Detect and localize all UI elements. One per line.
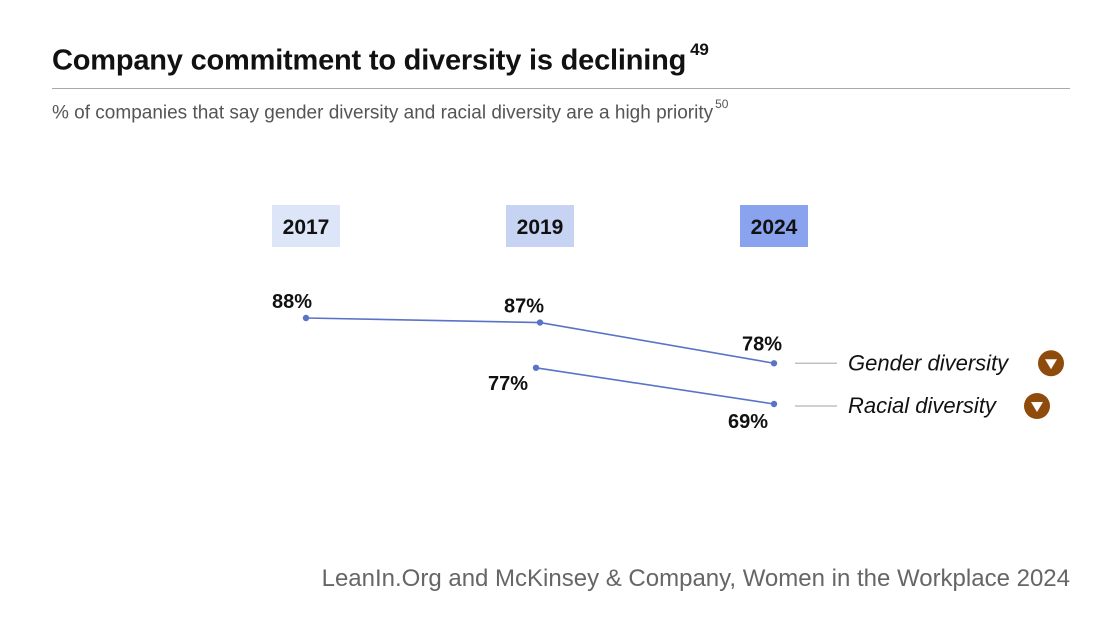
year-box-2019 [506,205,574,247]
racial-diversity-point-2019 [532,364,540,371]
racial-diversity-line [535,366,775,405]
gender-diversity-value-label-2019: 87% [504,296,544,318]
racial-diversity-series-label: Racial diversity [848,393,998,418]
racial-diversity-value-label-2024: 69% [728,411,768,433]
year-label-2024: 2024 [751,216,798,239]
gender-diversity-value-label-2017: 88% [272,291,312,313]
gender-diversity-decline-arrow [1045,359,1057,370]
subtitle-footnote: 50 [715,97,729,111]
gender-diversity-point-2024 [770,360,778,367]
year-box-2017 [272,205,340,247]
source-note: LeanIn.Org and McKinsey & Company, Women… [321,565,1070,592]
year-box-2024 [740,205,808,247]
racial-diversity-decline-arrow [1031,402,1043,412]
year-label-2019: 2019 [517,216,564,239]
gender-diversity-value-label-2024: 78% [742,333,782,355]
racial-diversity-point-2024 [770,400,778,408]
gender-diversity-point-2019 [536,319,544,326]
chart-title: Company commitment to diversity is decli… [52,40,709,78]
gender-diversity-series-label: Gender diversity [848,350,1010,375]
chart-subtitle: % of companies that say gender diversity… [52,97,729,124]
racial-diversity-value-label-2019: 77% [488,373,528,395]
chart-subtitle-text: % of companies that say gender diversity… [52,102,714,124]
year-label-2017: 2017 [283,216,330,239]
title-footnote: 49 [690,40,709,59]
title-divider [52,88,1070,89]
chart-title-text: Company commitment to diversity is decli… [52,44,687,77]
gender-diversity-point-2017 [302,314,310,322]
